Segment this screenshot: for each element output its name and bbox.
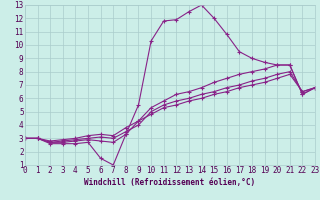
X-axis label: Windchill (Refroidissement éolien,°C): Windchill (Refroidissement éolien,°C) (84, 178, 256, 187)
